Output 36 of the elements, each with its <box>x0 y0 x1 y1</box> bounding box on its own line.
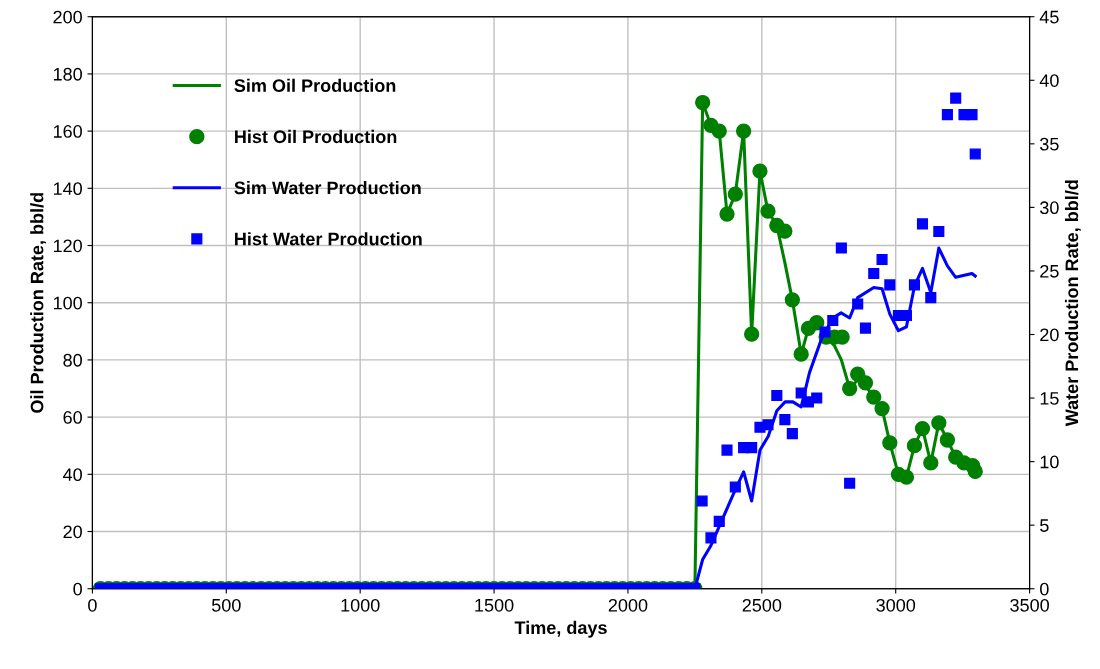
x-tick-label: 0 <box>88 598 97 612</box>
x-tick-label: 2000 <box>608 598 648 612</box>
legend-label: Hist Water Production <box>235 232 422 246</box>
y2-tick-label: 0 <box>1040 582 1049 596</box>
y-axis-title: Oil Production Rate, bbl/d <box>30 193 47 413</box>
y2-tick-label: 45 <box>1039 10 1059 24</box>
y2-tick-label: 10 <box>1040 455 1059 469</box>
y2-axis-title: Water Production Rate, bbl/d <box>1064 180 1081 427</box>
y-tick-label: 20 <box>63 525 82 539</box>
y-tick-label: 60 <box>63 411 82 424</box>
y2-tick-label: 35 <box>1040 137 1059 151</box>
legend-label: Hist Oil Production <box>235 129 397 144</box>
y-tick-label: 100 <box>53 296 82 310</box>
y2-tick-label: 25 <box>1040 264 1059 278</box>
y2-tick-label: 20 <box>1040 328 1059 342</box>
y-tick-label: 200 <box>53 10 82 24</box>
y-tick-label: 180 <box>53 67 82 81</box>
y2-tick-label: 30 <box>1040 201 1059 215</box>
x-tick-label: 2500 <box>742 598 782 612</box>
x-axis-title: Time, days <box>514 620 607 638</box>
y-tick-label: 140 <box>53 182 82 196</box>
y2-tick-label: 15 <box>1040 392 1059 405</box>
y2-tick-label: 5 <box>1040 519 1049 532</box>
x-tick-label: 3500 <box>1010 598 1049 612</box>
x-tick-label: 1000 <box>341 598 380 612</box>
x-tick-label: 500 <box>211 598 241 612</box>
legend-label: Sim Oil Production <box>234 78 396 92</box>
y-tick-label: 40 <box>63 468 82 482</box>
y2-tick-label: 40 <box>1039 74 1059 87</box>
y-tick-label: 0 <box>73 582 82 596</box>
legend-label: Sim Water Production <box>234 181 421 195</box>
y-tick-label: 160 <box>53 125 82 138</box>
y-tick-label: 120 <box>53 239 82 253</box>
y-tick-label: 80 <box>63 353 82 367</box>
x-tick-label: 3000 <box>876 598 916 612</box>
x-tick-label: 1500 <box>475 598 514 612</box>
